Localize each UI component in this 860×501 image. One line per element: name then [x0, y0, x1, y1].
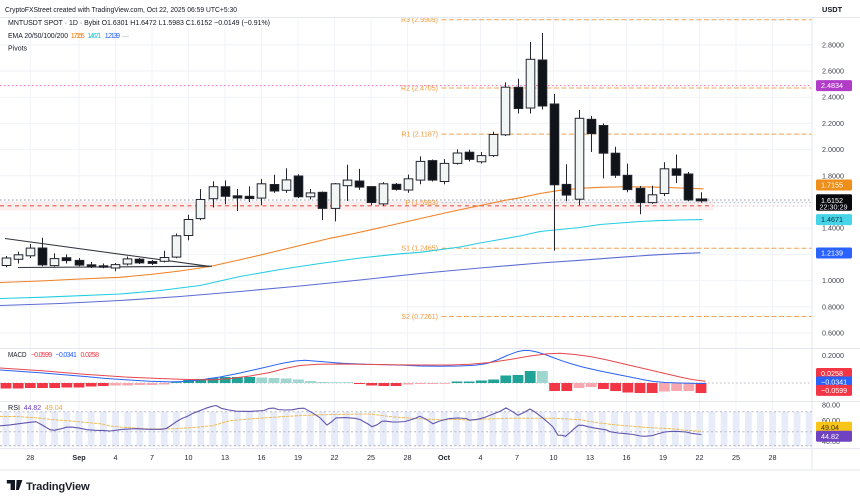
- svg-text:1.7155: 1.7155: [71, 33, 85, 40]
- svg-text:S1 (1.2465): S1 (1.2465): [401, 246, 438, 253]
- svg-text:10: 10: [185, 453, 193, 462]
- svg-text:44.82: 44.82: [821, 432, 839, 441]
- svg-text:19: 19: [659, 453, 667, 462]
- svg-text:22:30:29: 22:30:29: [820, 203, 848, 212]
- svg-text:0.0258: 0.0258: [821, 369, 843, 378]
- svg-text:—: —: [122, 33, 129, 40]
- svg-text:49.04: 49.04: [821, 423, 839, 432]
- svg-text:RSI: RSI: [8, 405, 20, 412]
- svg-text:EMA 20/50/100/200: EMA 20/50/100/200: [8, 33, 68, 40]
- svg-text:1.7155: 1.7155: [821, 181, 843, 190]
- svg-text:7: 7: [515, 453, 519, 462]
- svg-text:1.8000: 1.8000: [822, 171, 844, 180]
- svg-text:4: 4: [479, 453, 483, 462]
- svg-text:10: 10: [550, 453, 558, 462]
- svg-text:Pivots: Pivots: [8, 45, 28, 52]
- svg-text:2.4834: 2.4834: [821, 81, 843, 90]
- svg-text:−0.0341: −0.0341: [821, 378, 847, 387]
- svg-text:R3 (2.9909): R3 (2.9909): [401, 17, 438, 24]
- svg-text:2.2000: 2.2000: [822, 119, 844, 128]
- svg-text:−0.0341: −0.0341: [56, 352, 77, 359]
- svg-text:25: 25: [732, 453, 740, 462]
- svg-text:60.00: 60.00: [822, 416, 840, 425]
- svg-text:0.6000: 0.6000: [822, 329, 844, 338]
- svg-text:2.4000: 2.4000: [822, 93, 844, 102]
- svg-text:1.0000: 1.0000: [822, 276, 844, 285]
- svg-text:80.00: 80.00: [822, 401, 840, 410]
- svg-text:P (1.5983): P (1.5983): [405, 200, 438, 207]
- svg-text:44.82: 44.82: [24, 405, 42, 412]
- svg-text:25: 25: [367, 453, 375, 462]
- svg-text:0.2000: 0.2000: [822, 351, 844, 360]
- svg-text:1.4671: 1.4671: [821, 215, 843, 224]
- svg-text:MACD: MACD: [8, 352, 27, 359]
- svg-text:19: 19: [294, 453, 302, 462]
- svg-text:R1 (2.1187): R1 (2.1187): [402, 132, 438, 139]
- svg-text:16: 16: [623, 453, 631, 462]
- svg-text:22: 22: [696, 453, 704, 462]
- svg-text:13: 13: [221, 453, 229, 462]
- svg-text:MNTUSDT SPOT · 1D · Bybit O1.: MNTUSDT SPOT · 1D · Bybit O1.6301 H1.647…: [8, 20, 270, 27]
- svg-text:S2 (0.7261): S2 (0.7261): [401, 314, 438, 321]
- svg-text:1.4000: 1.4000: [822, 224, 844, 233]
- svg-text:−0.0599: −0.0599: [31, 352, 52, 359]
- svg-text:2.8000: 2.8000: [822, 40, 844, 49]
- svg-text:13: 13: [586, 453, 594, 462]
- svg-text:4: 4: [114, 453, 118, 462]
- svg-text:0.8000: 0.8000: [822, 302, 844, 311]
- svg-text:CryptoFXStreet created with Tr: CryptoFXStreet created with TradingView.…: [5, 7, 237, 14]
- svg-text:16: 16: [258, 453, 266, 462]
- svg-text:28: 28: [26, 453, 34, 462]
- svg-text:22: 22: [331, 453, 339, 462]
- svg-text:1.2139: 1.2139: [105, 33, 120, 40]
- svg-text:0.0258: 0.0258: [81, 352, 100, 359]
- svg-text:1.4671: 1.4671: [87, 33, 101, 40]
- svg-text:−0.0599: −0.0599: [821, 386, 847, 395]
- svg-text:49.04: 49.04: [45, 405, 63, 412]
- svg-text:Oct: Oct: [438, 453, 451, 462]
- svg-text:2.0000: 2.0000: [822, 145, 844, 154]
- svg-text:Sep: Sep: [72, 453, 86, 462]
- svg-text:USDT: USDT: [822, 5, 843, 14]
- svg-text:TradingView: TradingView: [26, 481, 90, 493]
- svg-text:28: 28: [404, 453, 412, 462]
- svg-text:2.6000: 2.6000: [822, 67, 844, 76]
- svg-text:1.6152: 1.6152: [821, 196, 843, 205]
- svg-text:R2 (2.4705): R2 (2.4705): [401, 85, 438, 92]
- svg-text:1.2139: 1.2139: [821, 249, 843, 258]
- svg-text:28: 28: [769, 453, 777, 462]
- svg-text:7: 7: [150, 453, 154, 462]
